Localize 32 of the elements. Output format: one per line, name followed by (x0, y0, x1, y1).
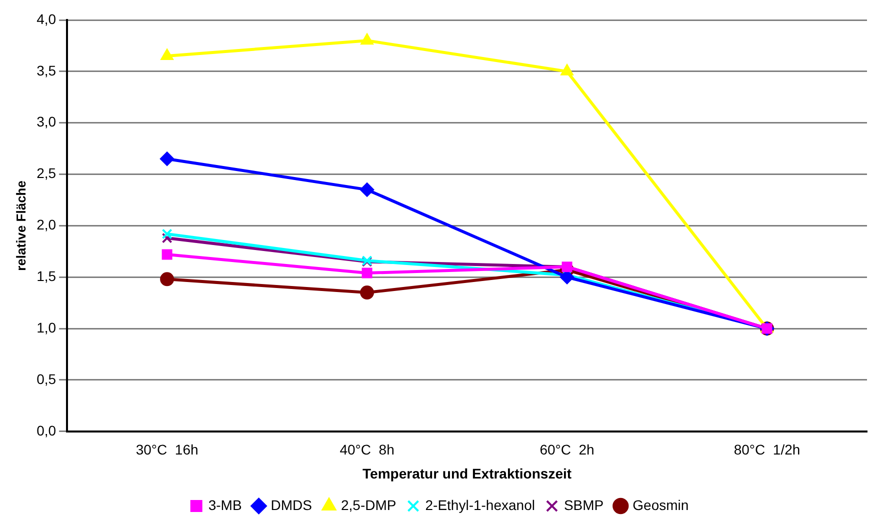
legend-label: 2,5-DMP (341, 496, 396, 513)
point (162, 249, 172, 260)
y-axis-title: relative Fläche (13, 180, 28, 271)
point (160, 272, 174, 286)
x-tick-label: 40°C 8h (340, 442, 394, 458)
y-tick-label: 1,5 (36, 268, 56, 284)
y-tick-label: 3,5 (36, 62, 56, 78)
point (360, 182, 374, 197)
x-tick-label: 30°C 16h (136, 442, 198, 458)
point (360, 286, 374, 300)
legend-label: 3-MB (208, 496, 242, 513)
legend-label: DMDS (270, 496, 312, 513)
point (160, 49, 174, 60)
y-tick-label: 4,0 (36, 10, 56, 27)
legend-label: Geosmin (632, 496, 689, 513)
y-tick-label: 0,5 (36, 370, 56, 387)
point (162, 228, 172, 240)
x-tick-label: 60°C 2h (540, 442, 594, 458)
y-tick-label: 2,0 (36, 216, 56, 233)
y-tick-label: 1,0 (36, 319, 56, 336)
point (362, 268, 372, 278)
point (360, 34, 374, 45)
x-axis-title: Temperatur und Extraktionszeit (362, 465, 572, 482)
legend-label: 2-Ethyl-1-hexanol (425, 496, 535, 513)
x-tick-label: 80°C 1/2h (734, 442, 800, 458)
y-tick-label: 2,5 (36, 165, 56, 182)
y-tick-label: 0,0 (36, 422, 56, 438)
point (560, 270, 574, 284)
y-tick-label: 3,0 (36, 114, 56, 130)
point (560, 64, 574, 76)
point (160, 152, 174, 166)
legend-label: SBMP (564, 496, 604, 513)
